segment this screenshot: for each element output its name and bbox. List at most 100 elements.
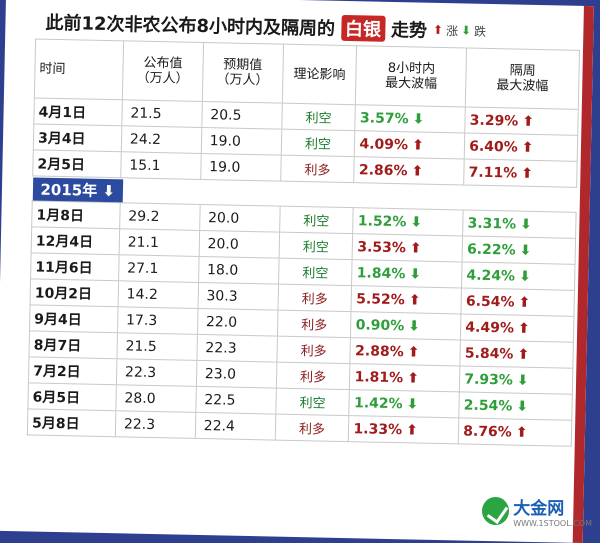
impact-cell: 利多 [280, 155, 355, 183]
arrow-up-icon: ⬆ [521, 165, 534, 182]
date-cell: 8月7日 [28, 330, 118, 359]
expected-cell: 20.0 [198, 230, 280, 259]
impact-cell: 利多 [274, 414, 350, 442]
impact-cell: 利空 [278, 232, 354, 260]
h8-range-cell: 4.09% ⬆ [354, 130, 465, 159]
arrow-up-icon: ⬆ [408, 291, 421, 309]
date-cell: 4月1日 [33, 97, 123, 126]
date-cell: 9月4日 [29, 304, 118, 333]
actual-cell: 21.5 [116, 332, 198, 361]
legend-up-label: 涨 [445, 23, 459, 38]
h8-range-cell: 1.42% ⬇ [349, 389, 460, 418]
arrow-up-icon: ⬆ [522, 113, 535, 130]
logo-icon [482, 497, 510, 525]
week-range-cell: 7.11% ⬆ [463, 158, 578, 188]
actual-cell: 17.3 [117, 306, 198, 335]
arrow-up-icon: ⬆ [515, 424, 528, 441]
date-cell: 2月5日 [32, 149, 122, 178]
nfp-silver-table: 时间 公布值 （万人） 预期值 （万人） 理论影响 8小时内 最大波幅 隔周 最大波幅 … [27, 38, 580, 447]
arrow-up-icon: ⬆ [411, 136, 424, 154]
arrow-down-icon: ⬇ [410, 213, 423, 231]
arrow-down-icon: ⬇ [519, 242, 532, 259]
expected-cell: 19.0 [200, 153, 281, 182]
arrow-down-icon: ⬇ [516, 398, 529, 415]
arrow-up-icon: ⬆ [407, 343, 420, 361]
arrow-up-icon: ⬆ [518, 294, 531, 311]
week-range-cell: 6.40% ⬆ [464, 132, 578, 162]
expected-cell: 20.0 [199, 204, 280, 233]
actual-cell: 27.1 [118, 254, 199, 283]
header-actual: 公布值 （万人） [122, 40, 204, 102]
arrow-up-icon: ⬆ [406, 369, 420, 387]
week-range-cell: 7.93% ⬇ [459, 365, 573, 395]
date-cell: 1月8日 [31, 200, 121, 229]
logo-name: 大金网 [513, 499, 565, 519]
h8-range-cell: 5.52% ⬆ [351, 285, 462, 314]
arrow-down-icon: ⬇ [408, 317, 421, 335]
expected-cell: 22.3 [196, 334, 278, 363]
actual-cell: 14.2 [117, 280, 199, 309]
actual-cell: 22.3 [115, 410, 196, 439]
h8-range-cell: 2.88% ⬆ [350, 337, 461, 366]
arrow-up-icon: ⬆ [432, 22, 444, 38]
expected-cell: 23.0 [196, 360, 277, 389]
h8-range-cell: 0.90% ⬇ [350, 311, 462, 340]
header-impact: 理论影响 [281, 44, 358, 105]
title-highlight: 白银 [340, 14, 386, 42]
header-8h-range: 8小时内 最大波幅 [355, 45, 467, 107]
arrow-up-icon: ⬆ [409, 239, 422, 257]
date-cell: 12月4日 [31, 226, 120, 255]
date-cell: 5月8日 [27, 408, 116, 437]
date-cell: 7月2日 [28, 356, 117, 385]
expected-cell: 22.4 [194, 412, 276, 441]
date-cell: 3月4日 [33, 123, 122, 152]
week-range-cell: 6.54% ⬆ [461, 287, 575, 317]
date-cell: 10月2日 [30, 278, 119, 307]
impact-cell: 利空 [279, 206, 354, 234]
impact-cell: 利多 [276, 336, 351, 364]
week-range-cell: 3.31% ⬇ [462, 209, 577, 239]
actual-cell: 22.3 [116, 358, 197, 387]
header-week-range: 隔周 最大波幅 [465, 48, 580, 110]
actual-cell: 21.1 [118, 228, 200, 257]
arrow-down-icon: ⬇ [460, 23, 472, 38]
h8-range-cell: 2.86% ⬆ [354, 156, 465, 185]
impact-cell: 利空 [278, 258, 353, 286]
impact-cell: 利多 [277, 284, 352, 312]
arrow-up-icon: ⬆ [517, 346, 530, 363]
arrow-down-icon: ⬇ [519, 216, 533, 233]
week-range-cell: 4.24% ⬇ [461, 261, 576, 291]
actual-cell: 24.2 [121, 125, 202, 154]
impact-cell: 利多 [277, 310, 352, 338]
h8-range-cell: 1.81% ⬆ [349, 363, 461, 392]
year-badge: 2015年 ⬇ [32, 176, 124, 202]
logo-url: WWW.1STOOL.COM [513, 519, 592, 528]
expected-cell: 19.0 [200, 127, 282, 156]
actual-cell: 15.1 [120, 151, 201, 180]
arrow-down-icon: ⬇ [406, 395, 419, 413]
title-suffix: 走势 [390, 19, 428, 42]
expected-cell: 22.0 [197, 308, 278, 337]
arrow-down-icon: ⬇ [412, 110, 425, 128]
legend: ⬆ 涨 ⬇ 跌 [433, 21, 487, 39]
actual-cell: 28.0 [115, 384, 197, 413]
legend-down-label: 跌 [473, 24, 487, 39]
week-range-cell: 3.29% ⬆ [464, 106, 579, 136]
h8-range-cell: 3.57% ⬇ [355, 104, 466, 133]
impact-cell: 利空 [280, 129, 356, 157]
actual-cell: 29.2 [119, 202, 200, 231]
week-range-cell: 8.76% ⬆ [458, 417, 572, 447]
header-expected: 预期值 （万人） [202, 42, 284, 104]
site-logo: 大金网 WWW.1STOOL.COM [482, 489, 592, 533]
date-cell: 11月6日 [30, 252, 119, 281]
rows-2015: 4月1日 21.5 20.5 利空 3.57% ⬇ 3.29% ⬆ 3月4日 24.2 19.0 利空… [32, 97, 579, 188]
actual-cell: 21.5 [121, 99, 203, 128]
impact-cell: 利空 [275, 388, 350, 416]
arrow-up-icon: ⬆ [411, 162, 424, 180]
header-date: 时间 [34, 38, 124, 100]
h8-range-cell: 1.52% ⬇ [353, 207, 464, 236]
arrow-up-icon: ⬆ [405, 421, 418, 439]
expected-cell: 18.0 [198, 256, 279, 285]
rows-2014: 1月8日 29.2 20.0 利空 1.52% ⬇ 3.31% ⬇ 12月4日 21.1 20.0 利… [27, 200, 577, 447]
